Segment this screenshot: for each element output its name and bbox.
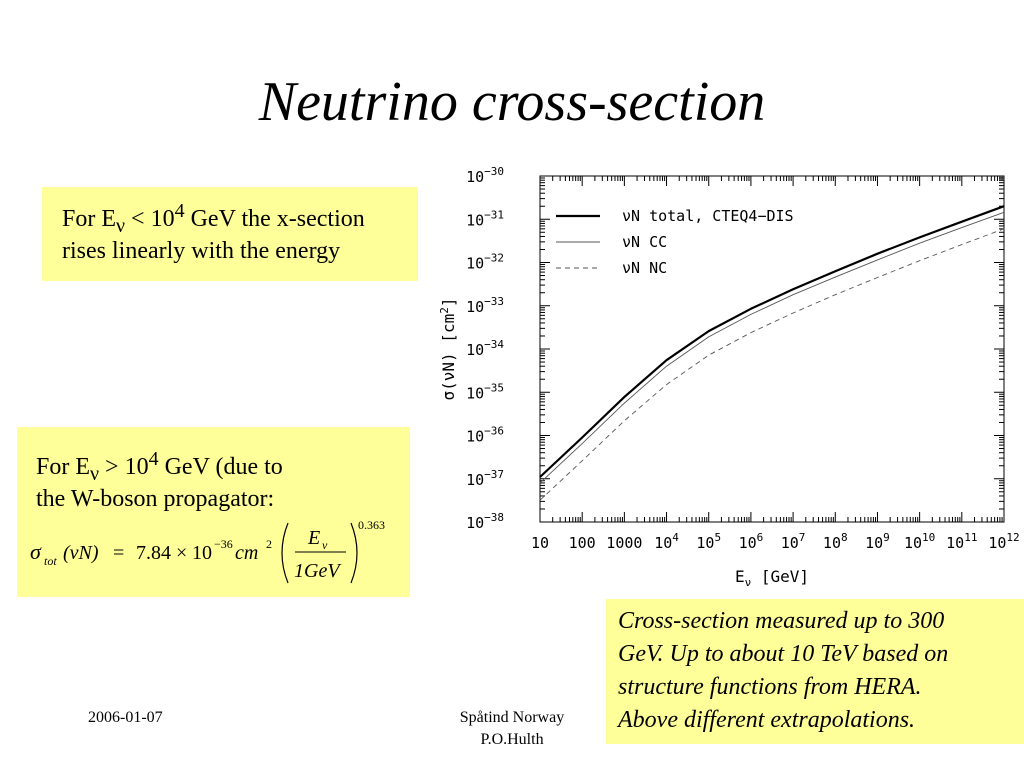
- x-tick-label: 109: [865, 531, 890, 552]
- footer-date: 2006-01-07: [88, 709, 163, 726]
- y-tick-label: 10−34: [466, 338, 504, 359]
- note-line-4: Above different extrapolations.: [618, 707, 916, 733]
- nu-subscript: ν: [90, 462, 100, 485]
- plot-frame: [539, 175, 1005, 523]
- note-line-3: structure functions from HERA.: [618, 674, 922, 700]
- x-tick-label: 1010: [904, 531, 935, 552]
- note-box-high-energy: For Eν > 104 GeV (due to the W-boson pro…: [17, 427, 410, 597]
- note-line-2: rises linearly with the energy: [62, 238, 341, 264]
- y-axis-title: σ(νN) [cm2]: [438, 298, 458, 401]
- text-part: GeV (due to: [158, 454, 283, 480]
- text-part: For E: [62, 206, 116, 232]
- x-tick-label: 100: [569, 534, 596, 552]
- legend-label: νN CC: [622, 233, 667, 251]
- note-line-1: For Eν < 104 GeV the x-section: [62, 200, 418, 237]
- formula-arg: (νN): [63, 542, 99, 564]
- series-line-0: [539, 205, 1005, 478]
- note-line-1: For Eν > 104 GeV (due to: [36, 448, 410, 485]
- formula-unit-exp: 2: [266, 537, 272, 551]
- x-tick-labels: 10 100 1000 104 105 106 107 108 109 1010 1011 1012: [531, 531, 1020, 552]
- x-tick-label: 1000: [606, 534, 642, 552]
- cross-section-chart: 10 100 1000 104 105 106 107 108 109 1010 1011 1012 …: [438, 165, 1020, 589]
- formula-times: ×: [176, 542, 187, 564]
- formula-eq: =: [113, 542, 124, 564]
- slide-title: Neutrino cross-section: [258, 71, 766, 133]
- formula-coef: 7.84: [136, 542, 171, 564]
- note-line-2: GeV. Up to about 10 TeV based on: [618, 641, 949, 667]
- formula-exp: −36: [214, 537, 233, 551]
- x-tick-label: 105: [696, 531, 721, 552]
- note-line-1: Cross-section measured up to 300: [618, 608, 945, 634]
- x-tick-label: 10: [531, 534, 549, 552]
- right-paren: [350, 522, 358, 584]
- x-tick-label: 104: [654, 531, 679, 552]
- y-tick-label: 10−32: [466, 252, 504, 273]
- series-layer: [539, 205, 1005, 501]
- legend-label: νN total, CTEQ4−DIS: [622, 207, 794, 225]
- formula-num: E: [307, 527, 320, 549]
- y-tick-label: 10−33: [466, 295, 504, 316]
- x-tick-label: 107: [781, 531, 806, 552]
- note-box-low-energy: For Eν < 104 GeV the x-section rises lin…: [42, 187, 418, 281]
- text-part: GeV the x-section: [184, 206, 365, 232]
- y-tick-label: 10−31: [466, 208, 504, 229]
- y-tick-label: 10−37: [466, 468, 504, 489]
- note-box-measurement: Cross-section measured up to 300 GeV. Up…: [606, 599, 1024, 744]
- text-part: < 10: [125, 206, 175, 232]
- exponent: 4: [148, 448, 159, 470]
- nu-subscript: ν: [116, 214, 126, 237]
- formula-num-sub: ν: [322, 538, 328, 552]
- y-tick-label: 10−38: [466, 511, 504, 532]
- formula-unit: cm: [235, 542, 258, 564]
- left-paren: [281, 522, 289, 584]
- text-part: For E: [36, 454, 90, 480]
- x-tick-label: 1011: [946, 531, 977, 552]
- legend: νN total, CTEQ4−DIS νN CC νN NC: [556, 207, 794, 277]
- note-line-2: the W-boson propagator:: [36, 486, 275, 512]
- series-line-2: [539, 228, 1005, 501]
- y-tick-label: 10−35: [466, 381, 504, 402]
- ticks-layer: [539, 175, 1005, 523]
- text-part: > 10: [99, 454, 149, 480]
- formula-sigma: σ: [30, 539, 42, 564]
- formula-den: 1GeV: [294, 560, 342, 582]
- y-tick-labels: 10−30 10−31 10−32 10−33 10−34 10−35 10−36 10−37…: [466, 165, 504, 532]
- x-tick-label: 1012: [988, 531, 1019, 552]
- y-tick-label: 10−36: [466, 425, 504, 446]
- y-tick-label: 10−30: [466, 165, 504, 186]
- footer-author: P.O.Hulth: [480, 731, 544, 748]
- footer-center: Spåtind Norway P.O.Hulth: [432, 707, 592, 751]
- formula-power: 0.363: [358, 518, 385, 532]
- exponent: 4: [174, 200, 185, 222]
- formula-tot: tot: [44, 554, 57, 568]
- cross-section-formula: σ tot (νN) = 7.84 × 10 −36 cm 2 E ν 1GeV…: [30, 518, 385, 584]
- x-tick-label: 106: [739, 531, 764, 552]
- legend-label: νN NC: [622, 259, 667, 277]
- series-line-1: [539, 211, 1005, 484]
- footer-location: Spåtind Norway: [459, 709, 565, 726]
- formula-base: 10: [192, 542, 212, 564]
- x-axis-title: Eν [GeV]: [735, 567, 809, 589]
- x-tick-label: 108: [823, 531, 848, 552]
